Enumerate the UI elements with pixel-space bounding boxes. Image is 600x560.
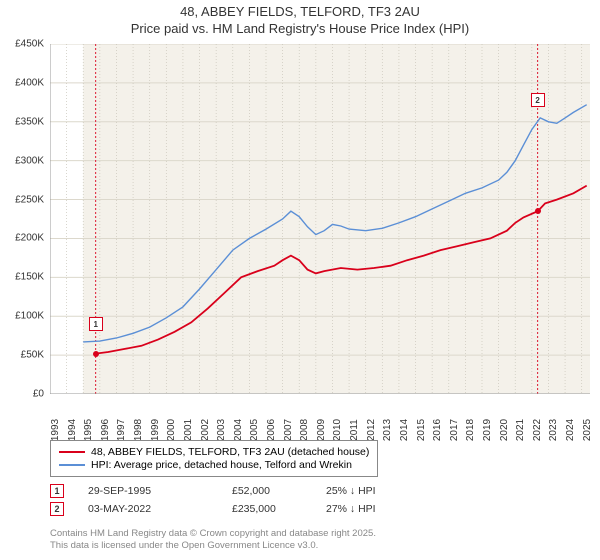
x-tick-label: 2009 xyxy=(316,419,327,441)
x-tick-label: 1994 xyxy=(67,419,78,441)
x-axis-labels: 1993199419951996199719981999200020012002… xyxy=(50,398,590,436)
y-tick-label: £450K xyxy=(15,39,44,50)
x-tick-label: 1999 xyxy=(150,419,161,441)
x-tick-label: 2008 xyxy=(299,419,310,441)
x-tick-label: 2020 xyxy=(499,419,510,441)
y-tick-label: £300K xyxy=(15,155,44,166)
x-tick-label: 2001 xyxy=(183,419,194,441)
y-tick-label: £50K xyxy=(21,350,44,361)
x-tick-label: 2002 xyxy=(200,419,211,441)
marker-table-row: 2 03-MAY-2022 £235,000 27% ↓ HPI xyxy=(50,502,376,516)
x-tick-label: 1998 xyxy=(133,419,144,441)
plot-area xyxy=(50,44,590,394)
marker-label: 1 xyxy=(89,317,103,331)
x-tick-label: 2023 xyxy=(548,419,559,441)
x-tick-label: 2004 xyxy=(233,419,244,441)
y-tick-label: £200K xyxy=(15,233,44,244)
marker-table: 1 29-SEP-1995 £52,000 25% ↓ HPI 2 03-MAY… xyxy=(50,484,376,520)
marker-date: 29-SEP-1995 xyxy=(88,485,208,497)
legend-label: HPI: Average price, detached house, Telf… xyxy=(91,459,352,471)
chart-container: 48, ABBEY FIELDS, TELFORD, TF3 2AU Price… xyxy=(0,0,600,560)
x-tick-label: 2017 xyxy=(449,419,460,441)
marker-price: £52,000 xyxy=(232,485,302,497)
x-tick-label: 2000 xyxy=(166,419,177,441)
footer-line2: This data is licensed under the Open Gov… xyxy=(50,540,376,552)
x-tick-label: 2024 xyxy=(565,419,576,441)
legend-label: 48, ABBEY FIELDS, TELFORD, TF3 2AU (deta… xyxy=(91,446,369,458)
marker-number-box: 1 xyxy=(50,484,64,498)
y-tick-label: £250K xyxy=(15,194,44,205)
x-tick-label: 2011 xyxy=(349,419,360,441)
x-tick-label: 2018 xyxy=(465,419,476,441)
marker-pct: 27% ↓ HPI xyxy=(326,503,376,515)
x-tick-label: 2014 xyxy=(399,419,410,441)
y-tick-label: £150K xyxy=(15,272,44,283)
x-tick-label: 1996 xyxy=(100,419,111,441)
x-tick-label: 2025 xyxy=(582,419,593,441)
marker-label: 2 xyxy=(531,93,545,107)
y-tick-label: £400K xyxy=(15,77,44,88)
y-tick-label: £100K xyxy=(15,311,44,322)
x-tick-label: 2005 xyxy=(249,419,260,441)
marker-date: 03-MAY-2022 xyxy=(88,503,208,515)
marker-table-row: 1 29-SEP-1995 £52,000 25% ↓ HPI xyxy=(50,484,376,498)
x-tick-label: 1993 xyxy=(50,419,61,441)
x-tick-label: 2007 xyxy=(283,419,294,441)
x-tick-label: 1995 xyxy=(83,419,94,441)
title-block: 48, ABBEY FIELDS, TELFORD, TF3 2AU Price… xyxy=(0,0,600,36)
marker-pct: 25% ↓ HPI xyxy=(326,485,376,497)
y-tick-label: £350K xyxy=(15,116,44,127)
x-tick-label: 2012 xyxy=(366,419,377,441)
x-tick-label: 2015 xyxy=(416,419,427,441)
marker-price: £235,000 xyxy=(232,503,302,515)
legend-item: 48, ABBEY FIELDS, TELFORD, TF3 2AU (deta… xyxy=(59,446,369,458)
marker-dot xyxy=(93,351,99,357)
chart-title: 48, ABBEY FIELDS, TELFORD, TF3 2AU xyxy=(0,4,600,19)
footer: Contains HM Land Registry data © Crown c… xyxy=(50,528,376,552)
x-tick-label: 2013 xyxy=(382,419,393,441)
x-tick-label: 2021 xyxy=(515,419,526,441)
footer-line1: Contains HM Land Registry data © Crown c… xyxy=(50,528,376,540)
x-tick-label: 2003 xyxy=(216,419,227,441)
x-tick-label: 1997 xyxy=(116,419,127,441)
legend-item: HPI: Average price, detached house, Telf… xyxy=(59,459,369,471)
x-tick-label: 2022 xyxy=(532,419,543,441)
x-tick-label: 2006 xyxy=(266,419,277,441)
marker-number-box: 2 xyxy=(50,502,64,516)
marker-dot xyxy=(535,208,541,214)
x-tick-label: 2019 xyxy=(482,419,493,441)
legend-swatch xyxy=(59,451,85,453)
y-axis-labels: £0£50K£100K£150K£200K£250K£300K£350K£400… xyxy=(0,44,48,394)
y-tick-label: £0 xyxy=(33,389,44,400)
x-tick-label: 2016 xyxy=(432,419,443,441)
legend: 48, ABBEY FIELDS, TELFORD, TF3 2AU (deta… xyxy=(50,440,378,477)
x-tick-label: 2010 xyxy=(332,419,343,441)
legend-swatch xyxy=(59,464,85,466)
chart-subtitle: Price paid vs. HM Land Registry's House … xyxy=(0,21,600,36)
